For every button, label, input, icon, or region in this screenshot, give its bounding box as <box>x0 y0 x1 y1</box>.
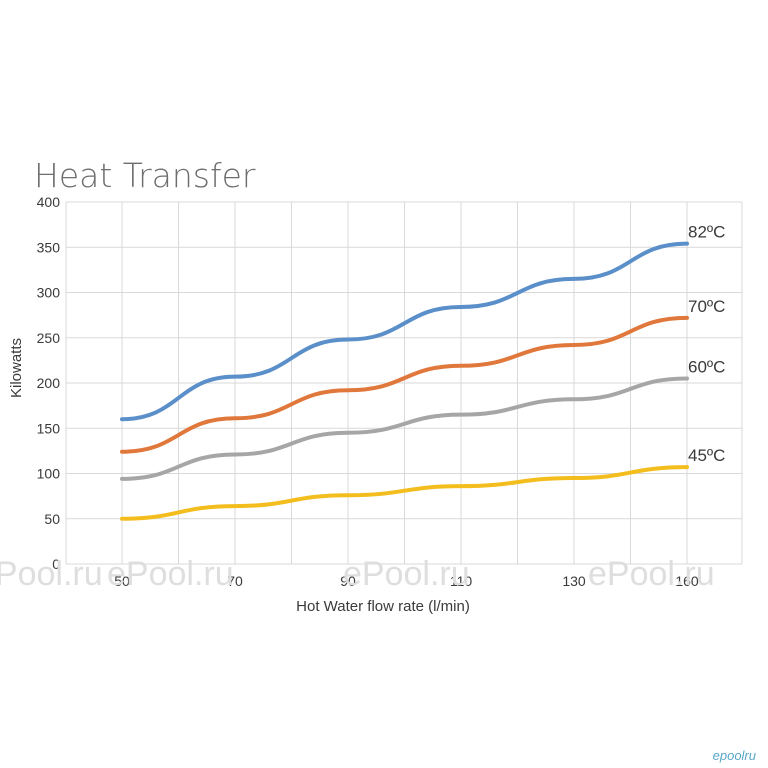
y-tick-label: 250 <box>37 330 61 346</box>
x-axis-label: Hot Water flow rate (l/min) <box>296 598 470 615</box>
series-end-label: 70ºC <box>688 297 725 316</box>
series-end-label: 60ºC <box>688 357 725 376</box>
x-tick-label: 70 <box>227 573 243 589</box>
watermark-text: ePool.ru <box>588 555 715 593</box>
x-tick-label: 50 <box>114 573 130 589</box>
series-line <box>120 465 689 521</box>
series-end-label: 82ºC <box>688 223 725 242</box>
series-labels: 82ºC 70ºC 60ºC 45ºC <box>688 223 725 466</box>
axes: 0 50 100 150 200 250 300 350 400 50 70 90 110 130 160 <box>37 194 699 589</box>
y-tick-label: 350 <box>37 239 61 255</box>
x-tick-label: 130 <box>562 573 586 589</box>
y-tick-label: 150 <box>37 420 61 436</box>
series-line <box>120 315 689 454</box>
watermark-text: ePool.ru <box>343 555 470 593</box>
x-tick-label: 90 <box>340 573 356 589</box>
watermark-text: ePool.ru <box>0 555 103 593</box>
corner-logo: epoolru <box>713 748 756 763</box>
x-tick-label: 110 <box>450 573 473 589</box>
y-tick-label: 300 <box>37 285 61 301</box>
series-lines <box>120 241 689 521</box>
y-tick-label: 50 <box>44 511 60 527</box>
chart-title: Heat Transfer <box>34 156 256 195</box>
y-axis-label: Kilowatts <box>8 338 25 398</box>
grid <box>65 201 743 565</box>
y-tick-label: 0 <box>52 556 60 572</box>
y-tick-label: 100 <box>37 466 61 482</box>
watermark-text: ePool.ru <box>107 555 234 593</box>
series-line <box>120 376 689 481</box>
y-tick-label: 400 <box>37 194 61 210</box>
series-end-label: 45ºC <box>688 446 725 465</box>
y-tick-label: 200 <box>37 375 61 391</box>
x-tick-label: 160 <box>675 573 699 589</box>
series-line <box>120 241 689 422</box>
